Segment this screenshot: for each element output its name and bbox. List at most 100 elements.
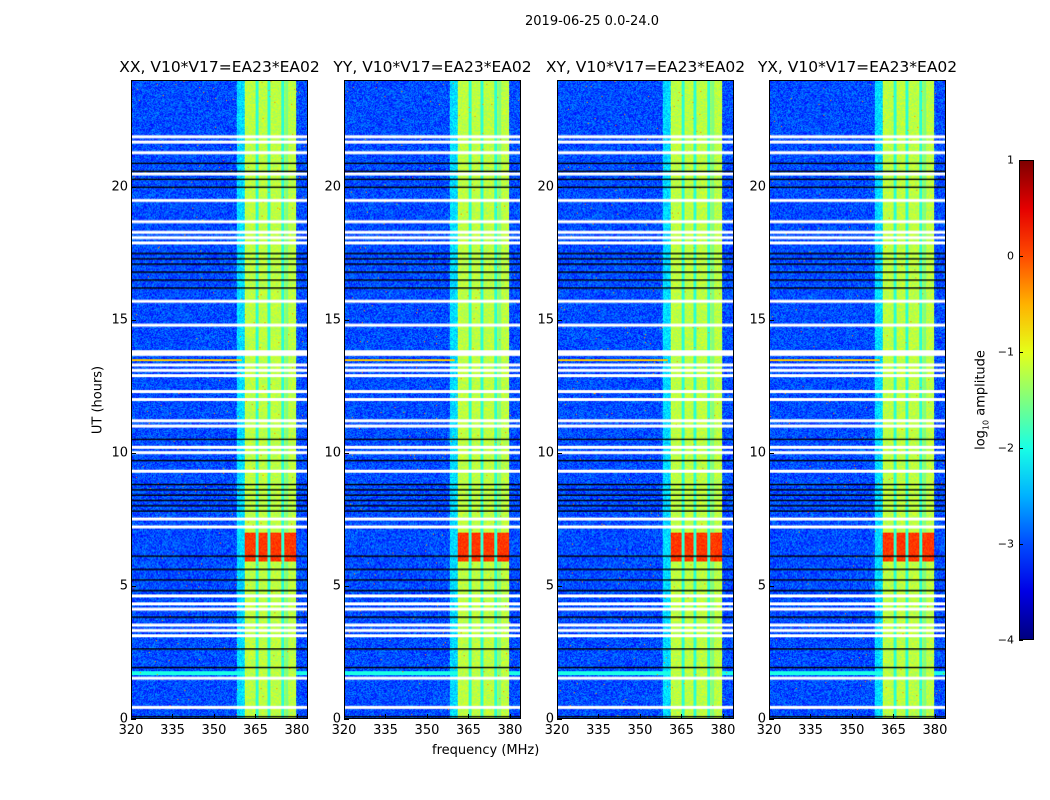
y-tick-label: 0: [332, 711, 341, 727]
x-tick-label: 320: [118, 723, 144, 738]
x-tick-mark: [681, 714, 683, 719]
heatmap-canvas: [345, 81, 520, 718]
y-tick-label: 20: [537, 179, 554, 194]
x-tick-mark: [213, 714, 215, 719]
x-tick-label: 350: [201, 723, 227, 738]
x-tick-mark: [172, 714, 174, 719]
y-tick-mark: [769, 585, 774, 587]
heatmap-panel: [344, 80, 521, 719]
y-tick-mark: [557, 319, 562, 321]
x-tick-label: 350: [839, 723, 865, 738]
panel-title: YY, V10*V17=EA23*EA02: [333, 58, 532, 76]
panel-title: XX, V10*V17=EA23*EA02: [119, 58, 320, 76]
y-tick-label: 5: [545, 578, 554, 594]
y-tick-label: 15: [324, 312, 341, 328]
y-tick-mark: [557, 186, 562, 188]
x-tick-label: 350: [627, 723, 653, 738]
x-tick-label: 335: [373, 723, 398, 738]
colorbar-tick-label: −3: [997, 537, 1014, 551]
x-tick-label: 365: [669, 723, 694, 738]
y-tick-mark: [131, 585, 136, 587]
x-tick-mark: [468, 714, 470, 719]
colorbar-tick-mark: [1019, 544, 1023, 545]
y-tick-mark: [344, 186, 349, 188]
x-tick-label: 365: [243, 723, 268, 738]
x-tick-mark: [598, 714, 600, 719]
y-tick-mark: [557, 719, 562, 720]
panel-title: YX, V10*V17=EA23*EA02: [757, 58, 958, 76]
colorbar-label-rest: amplitude: [973, 350, 989, 420]
colorbar-tick-label: −4: [997, 633, 1014, 647]
x-tick-mark: [722, 714, 724, 719]
y-tick-label: 20: [111, 179, 128, 194]
x-tick-mark: [851, 714, 853, 719]
x-tick-mark: [639, 714, 641, 719]
y-tick-label: 15: [749, 312, 766, 328]
y-tick-label: 20: [749, 179, 766, 194]
heatmap-panel: [557, 80, 734, 719]
x-tick-label: 320: [756, 723, 782, 738]
suptitle: 2019-06-25 0.0-24.0: [525, 14, 659, 29]
colorbar-tick-label: 1: [1007, 153, 1014, 167]
x-tick-label: 350: [414, 723, 440, 738]
y-tick-label: 15: [111, 312, 128, 328]
x-tick-label: 380: [284, 723, 310, 738]
y-tick-mark: [131, 719, 136, 720]
y-tick-label: 10: [324, 445, 341, 461]
x-tick-label: 365: [456, 723, 481, 738]
x-tick-label: 320: [331, 723, 357, 738]
colorbar-label-sub: 10: [981, 419, 991, 431]
x-tick-mark: [385, 714, 387, 719]
y-tick-label: 15: [537, 312, 554, 328]
y-tick-mark: [344, 319, 349, 321]
x-tick-mark: [296, 714, 298, 719]
y-tick-mark: [344, 585, 349, 587]
x-tick-mark: [426, 714, 428, 719]
colorbar: [1019, 160, 1034, 640]
colorbar-tick-label: −1: [997, 345, 1014, 359]
y-tick-mark: [557, 452, 562, 454]
y-tick-mark: [344, 719, 349, 720]
x-tick-mark: [893, 714, 895, 719]
y-tick-label: 5: [332, 578, 341, 594]
colorbar-tick-label: 0: [1007, 249, 1014, 263]
y-tick-label: 20: [324, 179, 341, 194]
y-tick-mark: [131, 452, 136, 454]
colorbar-tick-mark: [1019, 160, 1023, 161]
x-tick-label: 335: [586, 723, 611, 738]
x-tick-mark: [810, 714, 812, 719]
heatmap-canvas: [770, 81, 945, 718]
x-tick-label: 320: [544, 723, 570, 738]
y-tick-mark: [769, 186, 774, 188]
y-tick-mark: [769, 719, 774, 720]
heatmap-panel: [131, 80, 308, 719]
colorbar-tick-label: −2: [997, 441, 1014, 455]
y-tick-mark: [131, 186, 136, 188]
x-tick-mark: [344, 714, 345, 719]
y-tick-mark: [344, 452, 349, 454]
panel-title: XY, V10*V17=EA23*EA02: [545, 58, 746, 76]
y-tick-label: 0: [545, 711, 554, 727]
x-tick-label: 380: [922, 723, 948, 738]
heatmap-panel: [769, 80, 946, 719]
x-tick-mark: [255, 714, 257, 719]
x-tick-mark: [769, 714, 770, 719]
x-tick-label: 335: [798, 723, 823, 738]
y-tick-mark: [131, 319, 136, 321]
x-axis-label: frequency (MHz): [432, 743, 540, 758]
y-tick-label: 5: [757, 578, 766, 594]
y-tick-mark: [769, 319, 774, 321]
y-tick-mark: [769, 452, 774, 454]
y-tick-label: 0: [757, 711, 766, 727]
colorbar-label: log10 amplitude: [974, 350, 991, 450]
colorbar-label-main: log: [973, 430, 989, 450]
y-tick-label: 10: [749, 445, 766, 461]
colorbar-tick-mark: [1019, 448, 1023, 449]
x-tick-label: 335: [160, 723, 185, 738]
x-tick-mark: [934, 714, 936, 719]
x-tick-label: 380: [497, 723, 523, 738]
y-tick-label: 10: [537, 445, 554, 461]
y-tick-mark: [557, 585, 562, 587]
heatmap-canvas: [558, 81, 733, 718]
y-axis-label: UT (hours): [90, 365, 106, 435]
